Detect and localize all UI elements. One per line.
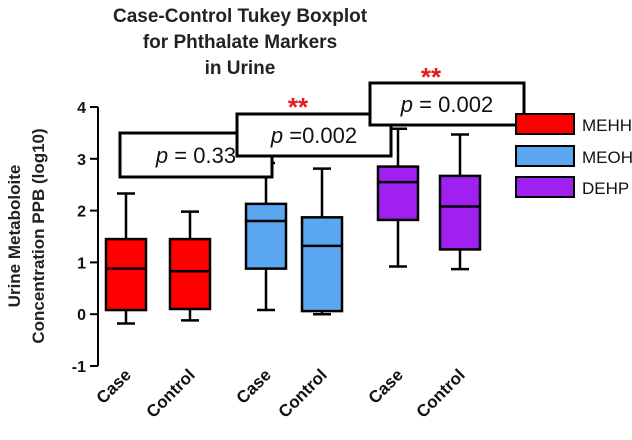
- x-tick-label: Control: [413, 365, 469, 421]
- box-dehp-control: [438, 133, 482, 271]
- box-iqr: [300, 216, 344, 313]
- y-tick-label: -1: [72, 359, 86, 376]
- pvalue-box-dehp: [368, 81, 526, 127]
- box-iqr: [438, 174, 482, 251]
- pvalue-box-meohp: [235, 112, 393, 158]
- significance-stars-dehp: **: [421, 62, 442, 92]
- box-series: [104, 127, 482, 325]
- legend-label: MEHHP: [582, 116, 632, 135]
- pvalue-annotations: p = 0.33p =0.002** p = 0.002**: [118, 62, 526, 179]
- x-tick-label: Case: [233, 365, 275, 407]
- legend-label: DEHP: [582, 179, 629, 198]
- chart-title-line-1: Case-Control Tukey Boxplot: [113, 6, 368, 27]
- x-axis-ticks: Case Control Case Control Case Control: [93, 365, 469, 421]
- pvalue-value: = 0.33: [168, 143, 236, 168]
- y-axis-label-line-2: Concentration PPB (log10): [29, 128, 48, 343]
- legend-swatch: [515, 176, 575, 198]
- x-tick-label: Control: [275, 365, 331, 421]
- legend: MEHHP MEOHP DEHP: [515, 113, 632, 198]
- pvalue-symbol: p: [270, 123, 283, 148]
- box-mehhp-case: [104, 192, 148, 325]
- x-tick-label: Control: [143, 365, 199, 421]
- pvalue-text-mehhp: p = 0.33: [155, 143, 236, 168]
- box-iqr: [376, 165, 420, 222]
- pvalue-text-meohp: p =0.002: [270, 123, 357, 148]
- box-meohp-case: [244, 161, 288, 312]
- y-tick-label: 3: [77, 152, 86, 169]
- legend-swatch: [515, 113, 575, 135]
- pvalue-text-dehp: p = 0.002: [400, 92, 493, 117]
- pvalue-symbol: p: [400, 92, 413, 117]
- y-axis-ticks: 4 3 2 1 0 -1: [72, 100, 98, 376]
- y-tick-label: 2: [77, 204, 86, 221]
- legend-item-dehp: DEHP: [515, 176, 629, 198]
- chart-title-line-2: for Phthalate Markers: [143, 32, 337, 53]
- legend-swatch: [515, 145, 575, 167]
- pvalue-symbol: p: [155, 143, 168, 168]
- legend-item-meohp: MEOHP: [515, 145, 632, 167]
- chart-title-line-3: in Urine: [205, 58, 276, 79]
- pvalue-value: = 0.002: [413, 92, 493, 117]
- significance-stars-meohp: **: [288, 92, 309, 122]
- pvalue-value: =0.002: [283, 123, 357, 148]
- box-iqr: [168, 237, 212, 311]
- box-iqr: [244, 202, 288, 270]
- legend-label: MEOHP: [582, 148, 632, 167]
- box-mehhp-control: [168, 210, 212, 322]
- x-tick-label: Case: [365, 365, 407, 407]
- y-tick-label: 1: [77, 255, 86, 272]
- box-iqr: [104, 237, 148, 312]
- box-dehp-case: [376, 127, 420, 268]
- y-tick-label: 0: [77, 307, 86, 324]
- legend-item-mehhp: MEHHP: [515, 113, 632, 135]
- x-tick-label: Case: [93, 365, 135, 407]
- box-meohp-control: [300, 167, 344, 316]
- y-tick-label: 4: [77, 100, 86, 117]
- y-axis-label-line-1: Urine Metaboloite: [5, 165, 24, 308]
